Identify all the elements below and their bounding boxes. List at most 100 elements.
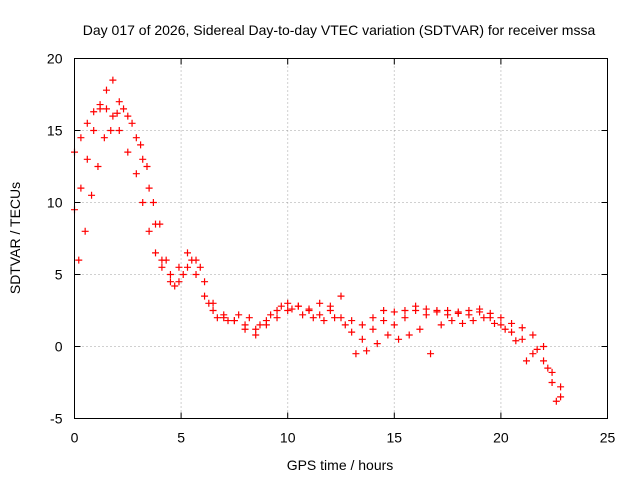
data-point — [337, 314, 345, 322]
data-point — [277, 302, 285, 310]
data-point — [201, 292, 209, 300]
data-point — [132, 170, 140, 178]
data-point — [88, 191, 96, 199]
data-point — [145, 184, 153, 192]
data-point — [256, 321, 264, 329]
data-point — [401, 307, 409, 314]
data-point — [196, 263, 204, 271]
data-point — [267, 311, 275, 319]
data-point — [245, 314, 253, 322]
data-point — [454, 309, 462, 317]
series-track-c — [75, 105, 560, 405]
data-point — [75, 256, 83, 264]
data-point — [120, 105, 128, 113]
data-point — [179, 271, 187, 278]
y-tick-label: 15 — [47, 123, 63, 139]
data-point — [90, 127, 98, 134]
data-point — [508, 319, 516, 327]
series-track-a — [71, 76, 565, 401]
data-point — [188, 256, 196, 264]
data-point — [533, 345, 541, 353]
data-point — [326, 307, 334, 314]
y-tick-label: 20 — [47, 51, 63, 67]
data-point — [137, 141, 145, 149]
data-point — [497, 314, 505, 322]
data-point — [235, 311, 243, 319]
data-point — [220, 311, 228, 319]
data-point — [183, 263, 191, 271]
data-point — [448, 317, 456, 325]
data-point — [205, 299, 213, 307]
data-point — [90, 108, 98, 116]
data-point — [162, 256, 170, 264]
data-point — [540, 343, 548, 350]
data-point — [518, 335, 526, 343]
data-point — [183, 249, 191, 257]
x-tick-label: 25 — [600, 430, 616, 446]
data-point — [557, 393, 565, 401]
data-point — [102, 86, 110, 94]
data-point — [305, 305, 313, 313]
data-point — [348, 317, 356, 325]
data-point — [201, 278, 209, 286]
data-point — [273, 314, 281, 322]
data-point — [109, 76, 117, 84]
x-tick-label: 10 — [280, 430, 296, 446]
data-point — [373, 340, 381, 348]
data-point — [320, 317, 328, 325]
data-point — [94, 163, 102, 170]
data-point — [139, 199, 147, 206]
data-point — [83, 119, 91, 127]
data-point — [369, 325, 377, 333]
data-point — [149, 199, 157, 206]
data-point — [156, 220, 164, 228]
data-point — [390, 308, 398, 316]
x-axis-label: GPS time / hours — [287, 457, 394, 473]
data-point — [469, 317, 477, 325]
data-point — [294, 302, 302, 310]
data-point — [107, 127, 115, 134]
data-point — [100, 134, 108, 142]
data-point — [497, 321, 505, 329]
data-point — [171, 282, 179, 290]
data-point — [273, 307, 281, 314]
data-point — [416, 325, 424, 333]
data-point — [476, 308, 484, 316]
data-point — [152, 249, 160, 257]
data-point — [380, 317, 388, 325]
data-point — [252, 331, 260, 339]
data-point — [209, 307, 217, 314]
data-point — [465, 311, 473, 319]
data-point — [192, 271, 200, 278]
data-point — [422, 305, 430, 313]
data-point — [113, 109, 121, 117]
data-point — [491, 319, 499, 327]
data-point — [427, 350, 435, 358]
data-point — [158, 263, 166, 271]
data-point — [175, 278, 183, 286]
x-tick-labels: 0 5 10 15 20 25 — [71, 430, 616, 446]
data-point — [145, 227, 153, 235]
data-point — [380, 307, 388, 314]
data-point — [262, 317, 270, 325]
data-point — [316, 299, 324, 307]
data-point — [540, 357, 548, 365]
data-point — [437, 321, 445, 329]
data-point — [552, 397, 560, 405]
data-point — [529, 350, 537, 358]
x-tick-label: 0 — [71, 430, 79, 446]
data-point — [390, 321, 398, 329]
data-points — [71, 76, 565, 405]
y-tick-label: 10 — [47, 195, 63, 211]
data-point — [316, 311, 324, 319]
data-point — [384, 331, 392, 339]
data-point — [401, 314, 409, 322]
y-axis-label: SDTVAR / TECUs — [7, 182, 23, 294]
data-point — [486, 314, 494, 322]
data-point — [166, 271, 174, 278]
data-point — [132, 134, 140, 142]
y-tick-label: 0 — [55, 339, 63, 355]
data-point — [444, 311, 452, 319]
data-point — [213, 314, 221, 322]
